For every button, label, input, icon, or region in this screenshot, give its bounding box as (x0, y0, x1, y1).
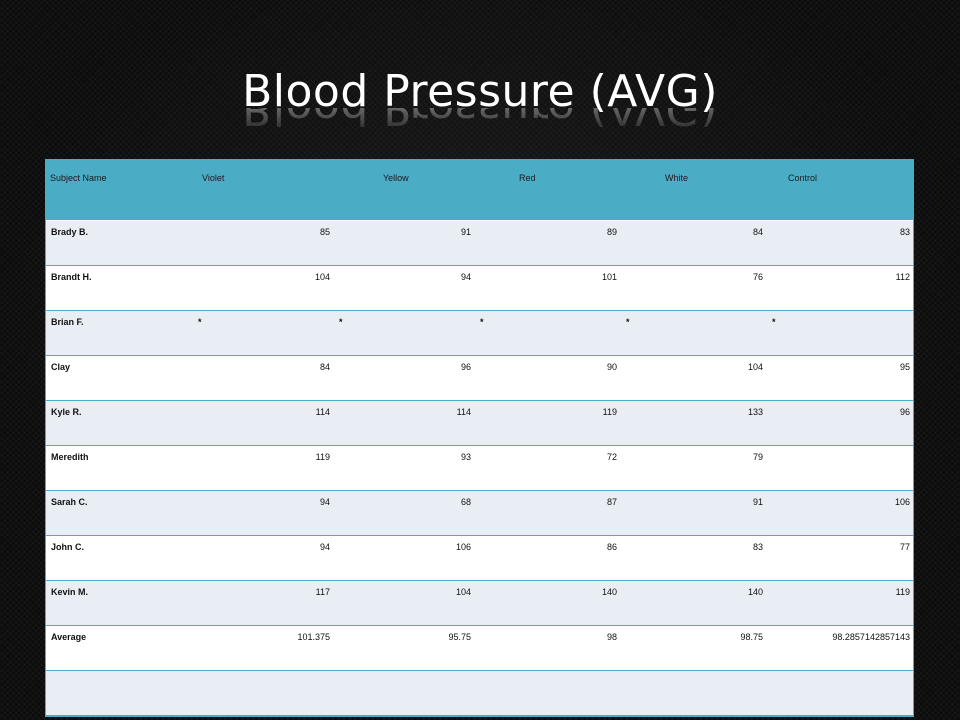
red-cell: 72 (474, 445, 620, 491)
control-cell (766, 445, 913, 491)
subject-name-cell: Sarah C. (46, 490, 192, 536)
table-row: Kyle R. 114 114 119 133 96 (46, 400, 913, 446)
header-white: White (620, 160, 766, 221)
yellow-cell: * (333, 310, 474, 356)
white-cell: 104 (620, 355, 766, 401)
empty-cell (192, 670, 333, 716)
violet-average-cell: 101.375 (192, 625, 333, 671)
subject-name-cell: Brady B. (46, 220, 192, 266)
yellow-cell: 93 (333, 445, 474, 491)
empty-cell (474, 670, 620, 716)
table-row: John C. 94 106 86 83 77 (46, 535, 913, 581)
white-cell: 84 (620, 220, 766, 266)
slide-title-area: Blood Pressure (AVG) Blood Pressure (AVG… (0, 62, 960, 138)
header-subject-name: Subject Name (46, 160, 192, 221)
table-row: Brandt H. 104 94 101 76 112 (46, 265, 913, 311)
slide-title-reflection: Blood Pressure (AVG) (242, 108, 718, 134)
violet-cell: 117 (192, 580, 333, 626)
control-cell: 119 (766, 580, 913, 626)
table-row-average: Average 101.375 95.75 98 98.75 98.285714… (46, 625, 913, 671)
control-cell: 106 (766, 490, 913, 536)
header-violet: Violet (192, 160, 333, 221)
violet-cell: 84 (192, 355, 333, 401)
header-yellow: Yellow (333, 160, 474, 221)
red-cell: 140 (474, 580, 620, 626)
violet-cell: 94 (192, 490, 333, 536)
white-cell: * (620, 310, 766, 356)
white-cell: 133 (620, 400, 766, 446)
subject-name-cell: Brandt H. (46, 265, 192, 311)
violet-cell: 119 (192, 445, 333, 491)
empty-cell (766, 670, 913, 716)
white-cell: 76 (620, 265, 766, 311)
red-cell: 87 (474, 490, 620, 536)
white-cell: 140 (620, 580, 766, 626)
table-row: Brady B. 85 91 89 84 83 (46, 220, 913, 266)
yellow-cell: 91 (333, 220, 474, 266)
control-cell: 95 (766, 355, 913, 401)
header-control: Control (766, 160, 913, 221)
table-header-row: Subject Name Violet Yellow Red White Con… (46, 160, 913, 221)
blood-pressure-table: Subject Name Violet Yellow Red White Con… (45, 159, 914, 717)
violet-cell: 85 (192, 220, 333, 266)
yellow-cell: 106 (333, 535, 474, 581)
subject-name-cell: Kyle R. (46, 400, 192, 446)
table-row: Clay 84 96 90 104 95 (46, 355, 913, 401)
subject-name-cell: Meredith (46, 445, 192, 491)
empty-cell (46, 670, 192, 716)
white-cell: 79 (620, 445, 766, 491)
violet-cell: 104 (192, 265, 333, 311)
red-cell: 90 (474, 355, 620, 401)
control-cell: * (766, 310, 913, 356)
red-cell: 89 (474, 220, 620, 266)
table-row: Meredith 119 93 72 79 (46, 445, 913, 491)
red-cell: 119 (474, 400, 620, 446)
violet-cell: * (192, 310, 333, 356)
control-cell: 77 (766, 535, 913, 581)
control-cell: 83 (766, 220, 913, 266)
white-cell: 83 (620, 535, 766, 581)
empty-cell (333, 670, 474, 716)
violet-cell: 114 (192, 400, 333, 446)
control-cell: 112 (766, 265, 913, 311)
subject-name-cell: Clay (46, 355, 192, 401)
red-cell: 101 (474, 265, 620, 311)
empty-cell (620, 670, 766, 716)
violet-cell: 94 (192, 535, 333, 581)
header-red: Red (474, 160, 620, 221)
yellow-cell: 104 (333, 580, 474, 626)
control-average-cell: 98.2857142857143 (766, 625, 913, 671)
subject-name-cell: Kevin M. (46, 580, 192, 626)
table-row: Brian F. * * * * * (46, 310, 913, 356)
yellow-cell: 94 (333, 265, 474, 311)
red-average-cell: 98 (474, 625, 620, 671)
red-cell: 86 (474, 535, 620, 581)
average-label-cell: Average (46, 625, 192, 671)
yellow-cell: 114 (333, 400, 474, 446)
table-row: Kevin M. 117 104 140 140 119 (46, 580, 913, 626)
table-row-empty (46, 670, 913, 716)
control-cell: 96 (766, 400, 913, 446)
subject-name-cell: John C. (46, 535, 192, 581)
white-cell: 91 (620, 490, 766, 536)
red-cell: * (474, 310, 620, 356)
white-average-cell: 98.75 (620, 625, 766, 671)
yellow-cell: 68 (333, 490, 474, 536)
subject-name-cell: Brian F. (46, 310, 192, 356)
slide-title: Blood Pressure (AVG) (242, 66, 718, 117)
yellow-cell: 96 (333, 355, 474, 401)
table-row: Sarah C. 94 68 87 91 106 (46, 490, 913, 536)
yellow-average-cell: 95.75 (333, 625, 474, 671)
